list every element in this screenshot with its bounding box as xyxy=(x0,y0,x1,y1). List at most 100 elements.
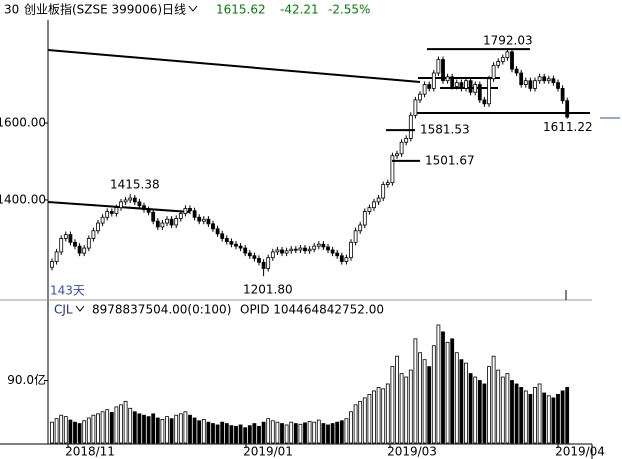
volume-bar xyxy=(326,424,330,444)
candle-body xyxy=(390,155,395,184)
candle-body xyxy=(119,201,123,209)
volume-bar xyxy=(459,359,464,444)
volume-bar xyxy=(215,424,220,444)
candle-body xyxy=(146,209,151,213)
candle-body xyxy=(372,201,376,209)
volume-bar xyxy=(496,369,501,444)
volume-bar xyxy=(441,331,445,444)
volume-bar xyxy=(390,366,395,444)
candle-body xyxy=(533,80,537,89)
candle-body xyxy=(326,246,330,251)
candle-body xyxy=(399,141,404,155)
candle-body xyxy=(270,251,275,259)
candle-body xyxy=(381,184,386,199)
x-tick-label: 2018/11 xyxy=(65,445,115,459)
y2-tick-label: 90.0亿 xyxy=(7,372,46,387)
volume-bar xyxy=(565,387,570,444)
candle-body xyxy=(169,218,174,226)
x-tick-label: 2019/01 xyxy=(243,445,293,459)
volume-bar xyxy=(473,376,478,444)
candle-body xyxy=(220,233,225,239)
candle-body xyxy=(505,51,510,59)
candle-body xyxy=(128,197,133,201)
volume-bar xyxy=(128,407,133,444)
indicator-dropdown[interactable] xyxy=(75,305,85,312)
volume-bar xyxy=(201,418,206,444)
volume-bar xyxy=(303,422,307,444)
candle-body xyxy=(385,182,390,185)
volume-bar xyxy=(546,395,551,444)
volume-bar xyxy=(413,338,418,444)
volume-bar xyxy=(528,393,533,444)
volume-bar xyxy=(137,413,142,444)
candle-body xyxy=(431,72,436,89)
volume-bar xyxy=(261,421,266,444)
x-tick-label: 2019/04 xyxy=(555,445,605,459)
volume-bar xyxy=(68,419,73,444)
candle-body xyxy=(556,82,560,89)
candle-body xyxy=(206,218,211,225)
volume-bar xyxy=(321,423,326,444)
volume-bar xyxy=(298,423,303,444)
candle-body xyxy=(546,78,551,82)
candle-body xyxy=(413,99,418,116)
last-price: 1615.62 xyxy=(216,3,266,17)
volume-bar xyxy=(275,421,280,444)
volume-bar xyxy=(160,418,165,444)
volume-bar xyxy=(105,409,110,444)
volume-bar xyxy=(243,427,248,444)
candle-body xyxy=(349,241,353,259)
volume-bar xyxy=(266,418,271,444)
volume-bar xyxy=(59,414,64,444)
volume-bar xyxy=(169,418,174,444)
days-label: 143天 xyxy=(50,284,85,298)
period[interactable]: 日线 xyxy=(162,3,186,17)
volume-bar xyxy=(464,362,468,444)
volume-bar xyxy=(349,411,353,444)
candle-body xyxy=(238,245,243,249)
volume-bar xyxy=(372,390,376,444)
volume-bar xyxy=(86,417,91,444)
index-title: 创业板指(SZSE 399006) xyxy=(24,2,162,17)
volume-bar xyxy=(422,359,427,444)
volume-bar xyxy=(312,421,317,444)
candle-body xyxy=(542,76,547,82)
candle-body xyxy=(142,205,146,210)
volume-bar xyxy=(119,404,123,444)
candle-body xyxy=(408,114,413,139)
candle-body xyxy=(165,218,169,224)
candle-body xyxy=(450,76,455,87)
candle-body xyxy=(201,218,206,222)
volume-indicator[interactable]: CJL xyxy=(54,303,73,317)
volume-bar xyxy=(445,341,450,444)
candle-body xyxy=(178,213,183,219)
volume-bar xyxy=(514,383,519,444)
candle-body xyxy=(63,234,68,239)
candle-body xyxy=(91,230,96,239)
volume-bar xyxy=(234,425,238,444)
candle-body xyxy=(316,243,321,247)
candle-body xyxy=(477,84,482,101)
volume-bar xyxy=(77,423,82,444)
volume-bar xyxy=(376,387,381,444)
candle-body xyxy=(123,199,128,203)
volume-extra: OPID 104464842752.00 xyxy=(240,303,384,317)
candle-body xyxy=(441,59,445,82)
volume-bar xyxy=(270,420,275,444)
candle-body xyxy=(275,249,280,253)
volume-bar xyxy=(533,387,537,444)
volume-bar xyxy=(395,355,399,444)
volume-bar xyxy=(220,421,225,444)
volume-bar xyxy=(468,373,473,444)
volume-bar xyxy=(50,421,54,444)
price-annotation: 1792.03 xyxy=(483,34,533,48)
volume-bar xyxy=(174,414,179,444)
period-dropdown[interactable] xyxy=(188,5,198,12)
candle-body xyxy=(491,64,496,80)
volume-bar xyxy=(537,383,542,444)
candle-body xyxy=(73,241,77,247)
candle-body xyxy=(293,248,298,251)
volume-bar xyxy=(183,411,188,444)
candle-body xyxy=(137,201,142,207)
